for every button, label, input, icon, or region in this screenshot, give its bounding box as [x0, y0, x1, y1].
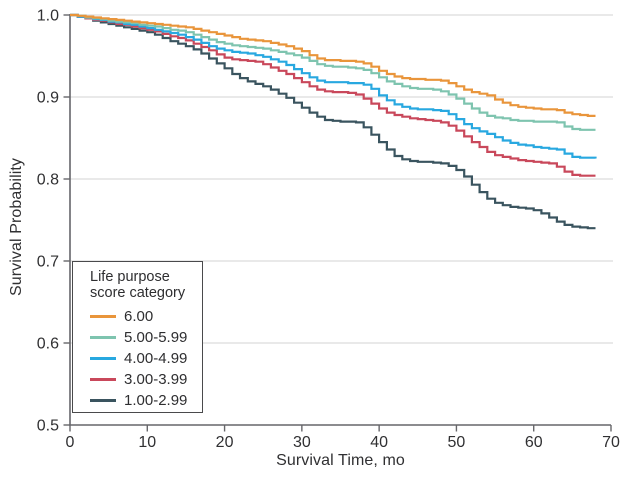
axes — [63, 14, 612, 432]
y-tick-label: 0.5 — [37, 418, 59, 435]
x-tick-label: 10 — [138, 434, 156, 451]
legend-item: 5.00-5.99 — [90, 327, 196, 348]
legend-item: 6.00 — [90, 306, 196, 327]
legend-item: 1.00-2.99 — [90, 390, 196, 411]
legend-item: 4.00-4.99 — [90, 348, 196, 369]
y-axis-title: Survival Probability — [8, 157, 25, 297]
x-tick-label: 70 — [602, 434, 620, 451]
legend-item-label: 3.00-3.99 — [124, 371, 188, 388]
survival-curve-1.00-2.99 — [70, 13, 596, 230]
x-tick-label: 40 — [370, 434, 388, 451]
legend-item: 3.00-3.99 — [90, 369, 196, 390]
legend-box: Life purpose score category 6.00 5.00-5.… — [72, 261, 203, 413]
x-tick-label: 20 — [216, 434, 234, 451]
line-swatch-icon — [90, 315, 116, 318]
legend-item-label: 1.00-2.99 — [124, 392, 188, 409]
y-tick-label: 0.7 — [37, 254, 59, 271]
y-tick-label: 0.6 — [37, 336, 59, 353]
y-tick-label: 0.9 — [37, 90, 59, 107]
tick-labels: 0.5 0.6 0.7 0.8 0.9 1.0 0 10 20 30 40 50 60 70 — [37, 8, 620, 452]
x-tick-label: 0 — [66, 434, 75, 451]
legend-item-label: 6.00 — [124, 308, 154, 325]
survival-curve-4.00-4.99 — [70, 13, 597, 159]
legend-item-label: 4.00-4.99 — [124, 350, 188, 367]
x-tick-label: 30 — [293, 434, 311, 451]
survival-curve-6.00 — [70, 13, 596, 117]
legend-title: Life purpose score category — [90, 269, 186, 301]
y-tick-label: 0.8 — [37, 172, 59, 189]
survival-curve-5.00-5.99 — [70, 13, 596, 131]
line-swatch-icon — [90, 399, 116, 402]
line-swatch-icon — [90, 357, 116, 360]
line-swatch-icon — [90, 378, 116, 381]
x-tick-label: 50 — [448, 434, 466, 451]
survival-curves — [70, 13, 597, 230]
legend-item-label: 5.00-5.99 — [124, 329, 188, 346]
x-axis-title: Survival Time, mo — [276, 452, 405, 469]
y-tick-label: 1.0 — [37, 8, 59, 25]
x-tick-label: 60 — [525, 434, 543, 451]
line-swatch-icon — [90, 336, 116, 339]
survival-curve-3.00-3.99 — [70, 13, 596, 177]
